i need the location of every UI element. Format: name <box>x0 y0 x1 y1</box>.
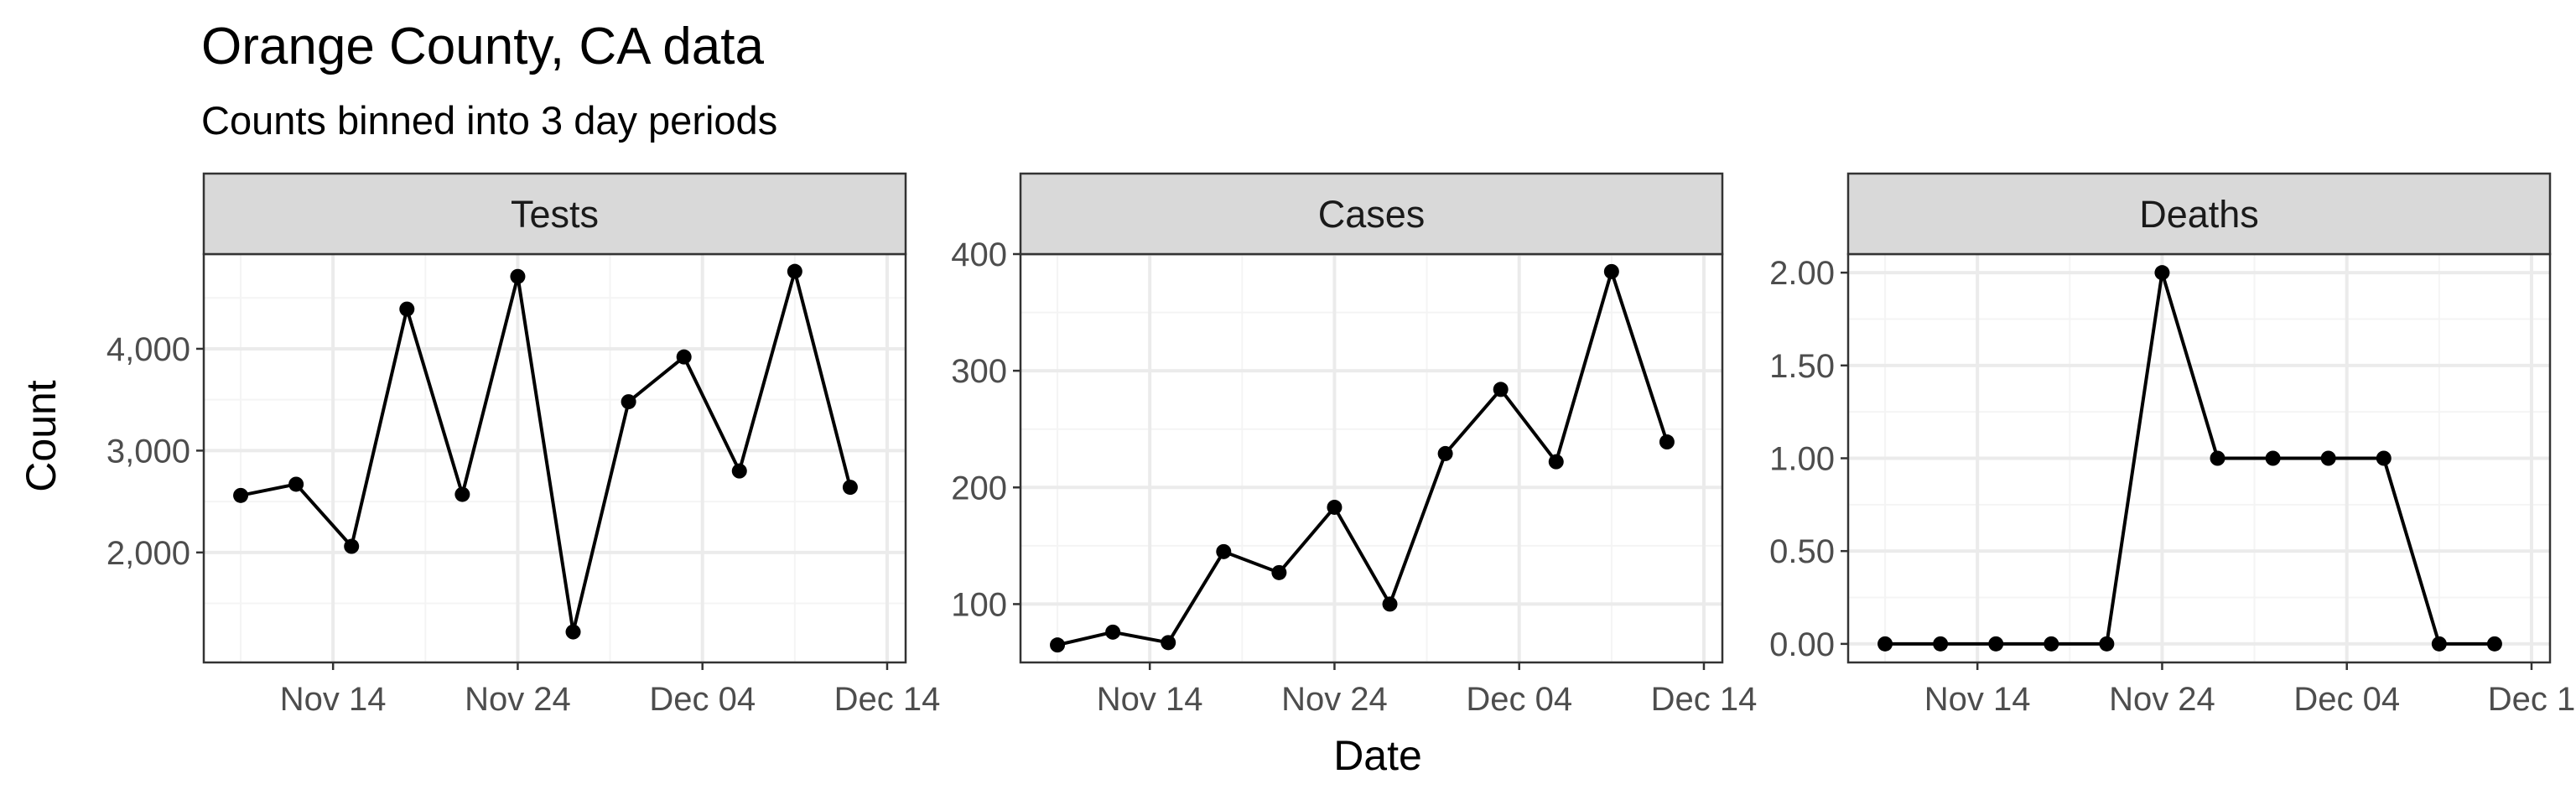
data-point: Dec 06: 222 <box>1548 454 1564 470</box>
series-line-cases <box>1057 269 1669 647</box>
x-tick-label: Nov 24 <box>465 681 571 718</box>
x-tick-label: Dec 1 <box>2488 681 2576 718</box>
facet-strip <box>202 172 907 256</box>
x-tick-label: Nov 24 <box>2109 681 2215 718</box>
facet-strip-label: Cases <box>1318 193 1426 236</box>
y-tick-label: 2.00 <box>1769 255 1835 292</box>
data-point: Nov 30: 3480 <box>621 394 636 410</box>
y-tick-label: 0.00 <box>1769 626 1835 663</box>
x-tick-label: Nov 14 <box>280 681 387 718</box>
y-tick-label: 0.50 <box>1769 533 1835 570</box>
data-point: Nov 27: 1 <box>2210 450 2225 466</box>
x-tick-label: Nov 24 <box>1281 681 1388 718</box>
data-point: Dec 09: 4760 <box>787 263 802 279</box>
data-point: Nov 18: 0 <box>2044 636 2059 652</box>
data-point: Nov 27: 1220 <box>565 624 581 640</box>
data-point: Nov 21: 0 <box>2099 636 2115 652</box>
data-point: Dec 06: 1 <box>2376 450 2392 466</box>
data-point: Dec 09: 385 <box>1603 263 1619 279</box>
data-point: Nov 27: 100 <box>1382 596 1398 612</box>
y-tick-label: 1.50 <box>1769 348 1835 385</box>
data-point: Dec 03: 284 <box>1493 382 1509 397</box>
y-tick-label: 3,000 <box>106 433 190 470</box>
data-point: Nov 30: 1 <box>2265 450 2281 466</box>
data-point: Nov 15: 0 <box>1988 636 2004 652</box>
y-axis-title: Count <box>18 380 65 492</box>
x-tick-label: Dec 04 <box>1466 681 1572 718</box>
data-point: Dec 12: 239 <box>1659 434 1675 450</box>
data-point: Nov 18: 4390 <box>399 301 415 317</box>
facet-panels: Nov 09: 2560 Nov 12: 2670 Nov 15: 2060 Nov … <box>106 172 2576 718</box>
data-point: Dec 12: 2640 <box>842 480 858 496</box>
series-line-tests <box>240 269 852 634</box>
data-point: Nov 09: 2560 <box>233 487 249 503</box>
plot-area <box>1021 254 1722 662</box>
data-point: Nov 21: 127 <box>1271 564 1287 580</box>
panel-tests: Nov 09: 2560 Nov 12: 2670 Nov 15: 2060 Nov … <box>106 172 941 718</box>
x-tick-label: Dec 14 <box>1651 681 1758 718</box>
y-tick-label: 300 <box>951 353 1007 390</box>
x-tick-label: Dec 04 <box>649 681 756 718</box>
facet-strip-label: Tests <box>511 193 599 236</box>
data-point: Nov 24: 2 <box>2154 265 2170 281</box>
data-point: Dec 12: 0 <box>2486 636 2502 652</box>
x-axis-title: Date <box>1333 732 1422 779</box>
y-tick-label: 400 <box>951 236 1007 273</box>
data-point: Dec 09: 0 <box>2431 636 2447 652</box>
data-point: Dec 06: 2800 <box>731 463 747 479</box>
y-tick-label: 100 <box>951 586 1007 623</box>
y-tick-label: 200 <box>951 470 1007 506</box>
facet-strip <box>1019 172 1724 256</box>
panel-cases: Nov 09: 65 Nov 12: 76 Nov 15: 67 Nov 18: 14… <box>951 172 1758 718</box>
x-tick-label: Dec 04 <box>2293 681 2400 718</box>
y-tick-label: 4,000 <box>106 331 190 368</box>
y-tick-label: 2,000 <box>106 535 190 572</box>
x-tick-label: Nov 14 <box>1097 681 1203 718</box>
data-point: Nov 30: 229 <box>1437 445 1453 461</box>
facet-strip <box>1846 172 2552 256</box>
data-point: Nov 24: 183 <box>1327 499 1343 515</box>
data-point: Nov 12: 76 <box>1105 624 1121 640</box>
data-point: Dec 03: 1 <box>2320 450 2336 466</box>
data-point: Nov 24: 4710 <box>510 268 526 284</box>
data-point: Nov 15: 2060 <box>344 538 360 554</box>
panel-deaths: Nov 09: 0 Nov 12: 0 Nov 15: 0 Nov 18: 0 Nov … <box>1769 172 2576 718</box>
x-tick-label: Dec 14 <box>834 681 941 718</box>
chart-title: Orange County, CA data <box>201 18 764 75</box>
plot-area <box>204 254 906 662</box>
x-tick-label: Nov 14 <box>1924 681 2031 718</box>
data-point: Nov 12: 0 <box>1933 636 1949 652</box>
data-point: Nov 12: 2670 <box>288 476 304 492</box>
data-point: Dec 03: 3920 <box>676 349 692 365</box>
chart-subtitle: Counts binned into 3 day periods <box>201 98 777 143</box>
data-point: Nov 21: 2570 <box>454 486 470 502</box>
y-tick-label: 1.00 <box>1769 441 1835 478</box>
data-point: Nov 09: 65 <box>1050 637 1066 653</box>
data-point: Nov 18: 145 <box>1216 543 1232 559</box>
data-point: Nov 09: 0 <box>1877 636 1893 652</box>
facet-strip-label: Deaths <box>2139 193 2259 236</box>
data-point: Nov 15: 67 <box>1161 635 1176 651</box>
series-line-deaths <box>1885 271 2495 646</box>
